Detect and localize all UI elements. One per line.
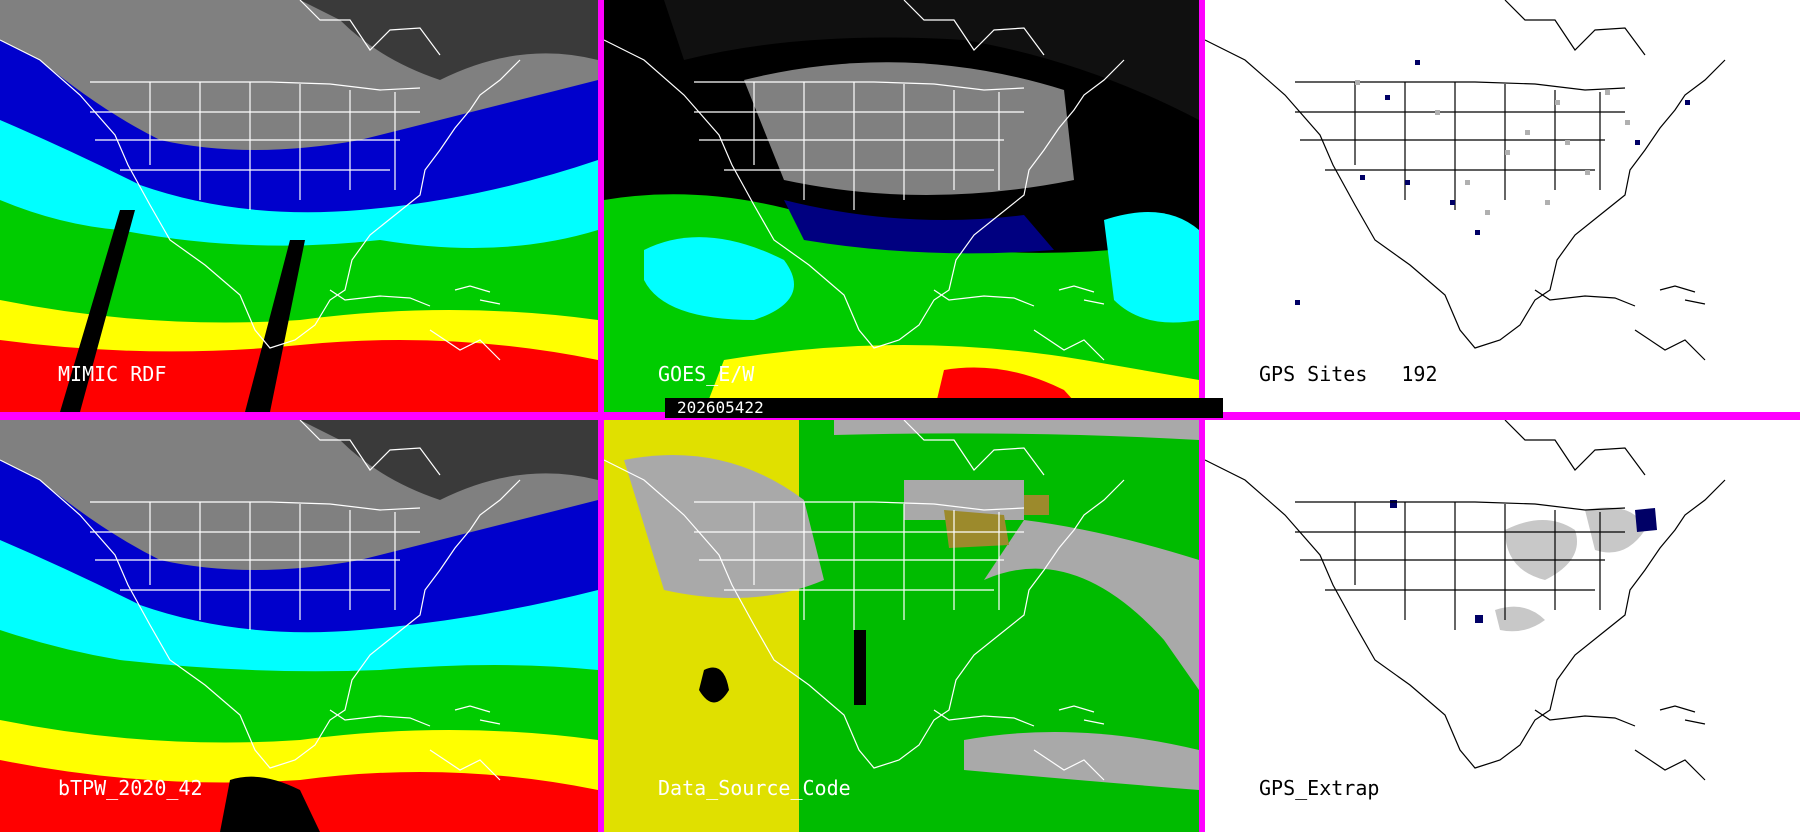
btpw-label: bTPW_2020_42	[58, 776, 203, 800]
goes-ew-map	[604, 0, 1199, 412]
mimic-rdf-map	[0, 0, 598, 412]
gps-sites-label-text: GPS Sites	[1259, 362, 1368, 386]
data-source-map	[604, 420, 1199, 832]
mimic-rdf-label: MIMIC RDF	[58, 362, 167, 386]
gps-sites-panel: GPS Sites 192	[1205, 0, 1800, 412]
gps-sites-map	[1205, 0, 1800, 412]
data-source-panel: Data_Source_Code	[604, 420, 1199, 832]
gps-extrap-panel: GPS_Extrap	[1205, 420, 1800, 832]
gps-sites-label: GPS Sites 192	[1259, 362, 1438, 386]
btpw-map	[0, 420, 598, 832]
gps-sites-count: 192	[1401, 362, 1438, 386]
btpw-panel: bTPW_2020_42	[0, 420, 598, 832]
timestamp-bar: 202605422	[665, 398, 1223, 418]
mimic-rdf-panel: MIMIC RDF	[0, 0, 598, 412]
timestamp-text: 202605422	[677, 398, 764, 417]
gps-extrap-map	[1205, 420, 1800, 832]
goes-ew-label: GOES_E/W	[658, 362, 755, 386]
data-source-label: Data_Source_Code	[658, 776, 851, 800]
goes-ew-panel: GOES_E/W	[604, 0, 1199, 412]
gps-extrap-label: GPS_Extrap	[1259, 776, 1380, 800]
